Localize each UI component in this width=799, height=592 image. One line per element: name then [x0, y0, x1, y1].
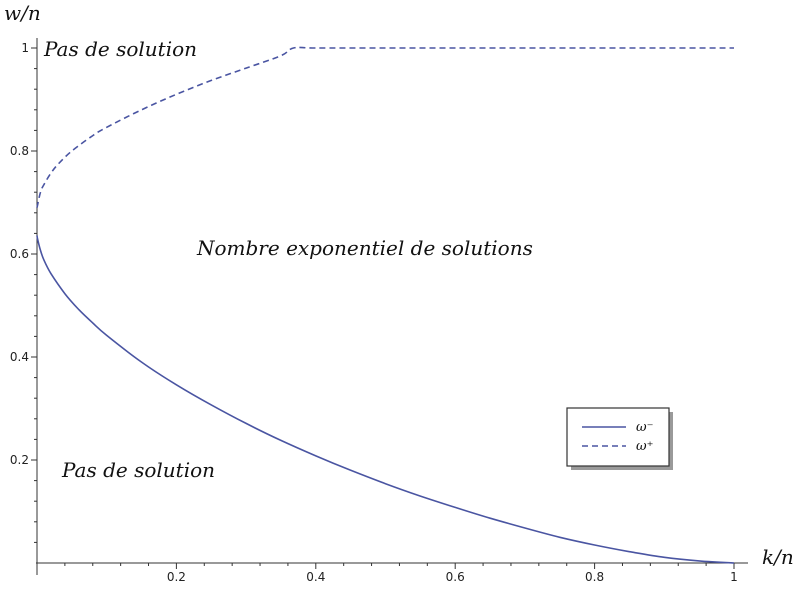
y-tick-label: 0.8: [10, 144, 29, 158]
x-axis-label: k/n: [762, 545, 794, 569]
legend-label-omega-minus: ω⁻: [636, 420, 653, 435]
x-tick-labels: 0.2 0.4 0.6 0.8 1: [167, 570, 738, 584]
series-line-omega-minus: [36, 235, 735, 564]
x-tick-label: 0.6: [446, 570, 465, 584]
x-axis: 0.2 0.4 0.6 0.8 1 k/n: [36, 545, 794, 584]
legend: ω⁻ ω⁺: [566, 407, 673, 470]
series-line-omega-plus: [36, 46, 734, 208]
x-tick-label: 0.2: [167, 570, 186, 584]
y-tick-label: 0.6: [10, 247, 29, 261]
y-axis: 0.2 0.4 0.6 0.8 1 w/n: [4, 1, 41, 575]
y-tick-label: 1: [21, 41, 29, 55]
y-axis-label: w/n: [4, 1, 41, 25]
y-ticks: [31, 47, 37, 543]
x-tick-label: 0.8: [585, 570, 604, 584]
y-tick-label: 0.2: [10, 453, 29, 467]
legend-label-omega-plus: ω⁺: [636, 439, 653, 454]
annotation-middle: Nombre exponentiel de solutions: [196, 236, 533, 260]
x-tick-label: 1: [730, 570, 738, 584]
annotation-bottom: Pas de solution: [61, 458, 215, 482]
annotation-top: Pas de solution: [43, 37, 197, 61]
y-tick-labels: 0.2 0.4 0.6 0.8 1: [10, 41, 29, 467]
x-ticks: [64, 563, 735, 569]
y-tick-label: 0.4: [10, 350, 29, 364]
legend-box: [566, 407, 670, 467]
x-tick-label: 0.4: [306, 570, 325, 584]
